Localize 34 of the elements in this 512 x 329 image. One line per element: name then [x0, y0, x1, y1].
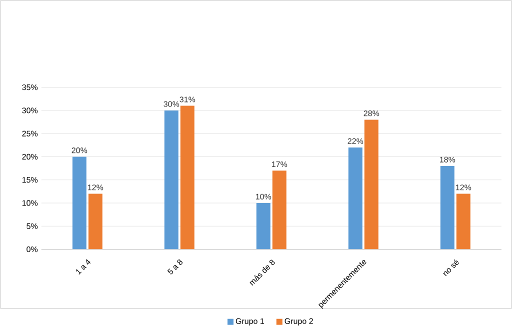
data-label: 28% — [364, 110, 380, 116]
data-label: 31% — [180, 96, 196, 102]
bar — [256, 202, 270, 250]
y-tick-label: 0% — [26, 246, 38, 252]
bar — [72, 156, 86, 250]
data-label: 12% — [456, 184, 472, 190]
legend-label: Grupo 2 — [284, 318, 313, 326]
bar — [180, 106, 194, 250]
x-tick-label: no sé — [443, 259, 459, 276]
bar — [456, 194, 470, 250]
data-label: 22% — [348, 138, 364, 144]
y-tick-label: 25% — [22, 130, 38, 136]
data-label: 10% — [256, 194, 272, 200]
bar — [348, 147, 362, 250]
y-tick-label: 35% — [22, 84, 38, 90]
x-tick-label: más de 8 — [250, 260, 275, 286]
data-label: 30% — [164, 101, 180, 107]
y-tick-label: 20% — [22, 154, 38, 160]
x-tick-label: 5 a 8 — [167, 259, 183, 274]
data-label: 20% — [72, 147, 88, 154]
bar — [164, 110, 178, 250]
bar — [440, 166, 454, 250]
bar — [364, 120, 378, 250]
legend-label: Grupo 1 — [236, 318, 264, 326]
y-tick-label: 30% — [22, 107, 38, 114]
bar — [88, 194, 102, 250]
data-label: 18% — [440, 156, 456, 162]
y-tick-label: 5% — [26, 223, 38, 229]
y-tick-label: 10% — [22, 200, 38, 206]
x-tick-label: 1 a 4 — [76, 259, 91, 274]
bar — [272, 170, 286, 250]
data-label: 17% — [272, 161, 288, 167]
data-label: 12% — [88, 184, 104, 190]
y-tick-label: 15% — [22, 176, 38, 182]
